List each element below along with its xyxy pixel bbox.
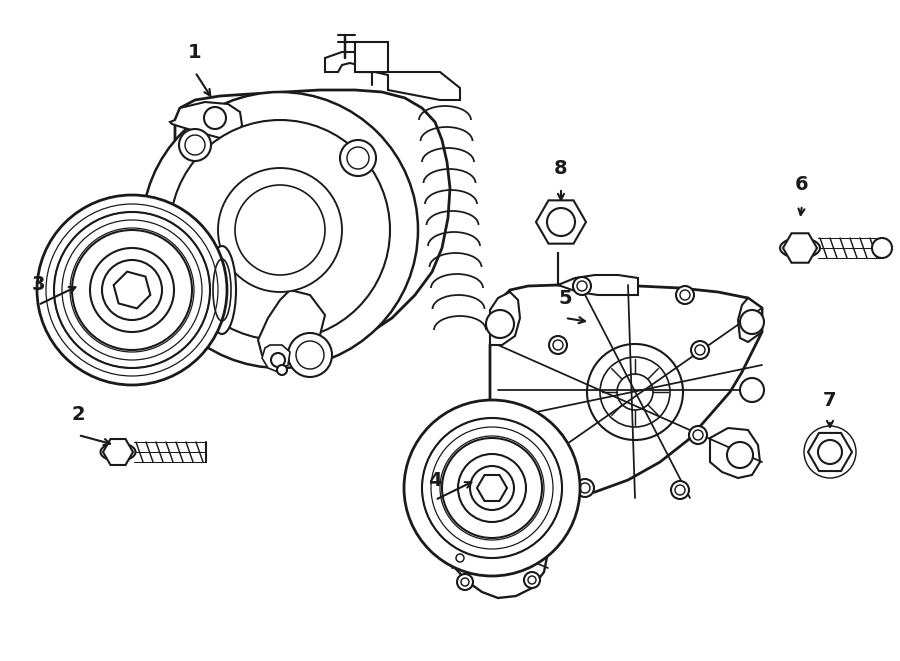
Polygon shape [170,102,242,138]
Circle shape [347,147,369,169]
Circle shape [492,456,520,484]
Circle shape [547,208,575,236]
Ellipse shape [780,238,820,258]
Circle shape [549,336,567,354]
Circle shape [404,400,580,576]
Circle shape [72,230,192,350]
Circle shape [102,260,162,320]
Circle shape [691,341,709,359]
Polygon shape [490,448,520,492]
Polygon shape [258,290,325,360]
Polygon shape [536,200,586,244]
Polygon shape [710,428,760,478]
Circle shape [271,353,285,367]
Text: 7: 7 [824,391,837,410]
Polygon shape [325,52,372,72]
Circle shape [37,195,227,385]
Circle shape [185,135,205,155]
Circle shape [90,248,174,332]
Text: 4: 4 [428,471,442,490]
Circle shape [546,431,564,449]
Circle shape [179,129,211,161]
Circle shape [573,277,591,295]
Circle shape [727,442,753,468]
Circle shape [296,341,324,369]
Polygon shape [452,528,468,548]
Polygon shape [490,292,520,345]
Polygon shape [448,500,548,598]
Polygon shape [490,285,762,500]
Circle shape [54,212,210,368]
Text: 3: 3 [32,276,45,295]
Text: 1: 1 [188,42,202,61]
Circle shape [457,574,473,590]
Ellipse shape [208,246,236,334]
Polygon shape [358,58,460,100]
Circle shape [204,107,226,129]
Circle shape [288,333,332,377]
Circle shape [818,440,842,464]
Circle shape [740,310,764,334]
Polygon shape [168,90,450,360]
Text: 8: 8 [554,159,568,178]
Circle shape [142,92,418,368]
Circle shape [470,466,514,510]
Circle shape [576,479,594,497]
Polygon shape [262,345,290,372]
Circle shape [872,238,892,258]
Circle shape [235,185,325,275]
Text: 6: 6 [796,176,809,194]
Circle shape [277,365,287,375]
Polygon shape [477,475,507,501]
Circle shape [740,378,764,402]
Text: 5: 5 [558,288,572,307]
Circle shape [460,532,476,548]
Polygon shape [103,439,133,465]
Polygon shape [783,233,817,262]
Circle shape [442,438,542,538]
Polygon shape [558,252,638,295]
Circle shape [689,426,707,444]
Circle shape [422,418,562,558]
Polygon shape [355,42,388,72]
Circle shape [458,454,526,522]
Circle shape [671,481,689,499]
Polygon shape [113,272,150,308]
Polygon shape [738,298,762,342]
Ellipse shape [101,443,136,461]
Circle shape [486,310,514,338]
Circle shape [218,168,342,292]
Polygon shape [808,433,852,471]
Circle shape [676,286,694,304]
Text: 2: 2 [71,405,85,424]
Circle shape [340,140,376,176]
Circle shape [587,344,683,440]
Circle shape [452,550,468,566]
Circle shape [170,120,390,340]
Circle shape [524,572,540,588]
